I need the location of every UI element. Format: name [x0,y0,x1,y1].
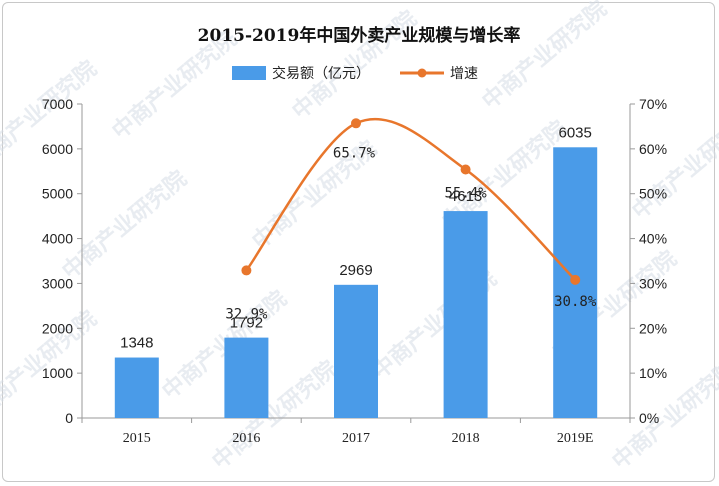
rate-point [570,274,581,285]
y-left-tick-label: 3000 [42,275,73,291]
bar-value-label: 1792 [230,315,263,332]
y-left-tick-label: 7000 [42,96,73,112]
y-right-tick-label: 40% [639,231,667,247]
rate-line-series [241,117,581,285]
rate-value-label: 32.9% [225,306,268,322]
y-left-tick-label: 6000 [42,141,73,157]
watermark-text: 中商产业研究院 [477,0,612,115]
y-left-tick-label: 0 [65,410,73,426]
bar-value-label: 6035 [559,124,592,141]
axes: 0 1000 2000 3000 4000 5000 6000 7000 0% 10% 20% 30%… [42,96,667,446]
y-left-tick-label: 5000 [42,186,73,202]
rate-line [245,117,577,281]
rate-point [241,265,252,276]
y-right-tick-label: 30% [639,275,667,291]
y-left-tick-label: 2000 [42,320,73,336]
bar [334,284,378,418]
watermark-text: 中商产业研究院 [627,106,719,225]
rate-value-label: 65.7% [333,145,376,161]
y-right-tick-label: 20% [639,320,667,336]
data-labels: 1348 1792 2969 4613 6035 32.9% 65.7% 55.4% 30.8% [120,124,597,351]
x-tick-label: 2019E [557,431,594,446]
bar-value-label: 4613 [449,188,482,205]
bar-value-label: 2969 [339,262,372,279]
bar-value-label: 1348 [120,335,153,352]
legend-swatch-marker [417,68,427,78]
x-tick-label: 2017 [342,431,370,446]
bar [114,357,159,418]
x-tick-label: 2018 [452,431,480,446]
rate-value-label: 30.8% [554,294,597,310]
y-right-tick-label: 10% [639,365,667,381]
rate-value-label: 55.4% [445,185,488,201]
y-left-tick-label: 1000 [42,365,73,381]
bar [443,211,488,418]
y-right-tick-label: 60% [639,141,667,157]
rate-point [460,164,471,175]
rate-point [351,118,361,129]
chart-title: 2015-2019年中国外卖产业规模与增长率 [198,25,521,46]
legend: 交易额（亿元） 增速 [232,65,478,82]
legend-label-line: 增速 [450,66,478,82]
watermark-text: 中商产业研究院 [57,166,192,285]
y-right-tick-label: 50% [639,186,667,202]
y-right-tick-label: 70% [639,96,667,112]
legend-label-bar: 交易额（亿元） [272,65,370,82]
legend-swatch-bar [232,66,266,80]
y-left-tick-label: 4000 [42,231,73,247]
x-tick-label: 2016 [232,431,260,446]
bar [224,337,269,418]
y-right-tick-label: 0% [639,410,659,426]
x-tick-label: 2015 [123,431,151,446]
